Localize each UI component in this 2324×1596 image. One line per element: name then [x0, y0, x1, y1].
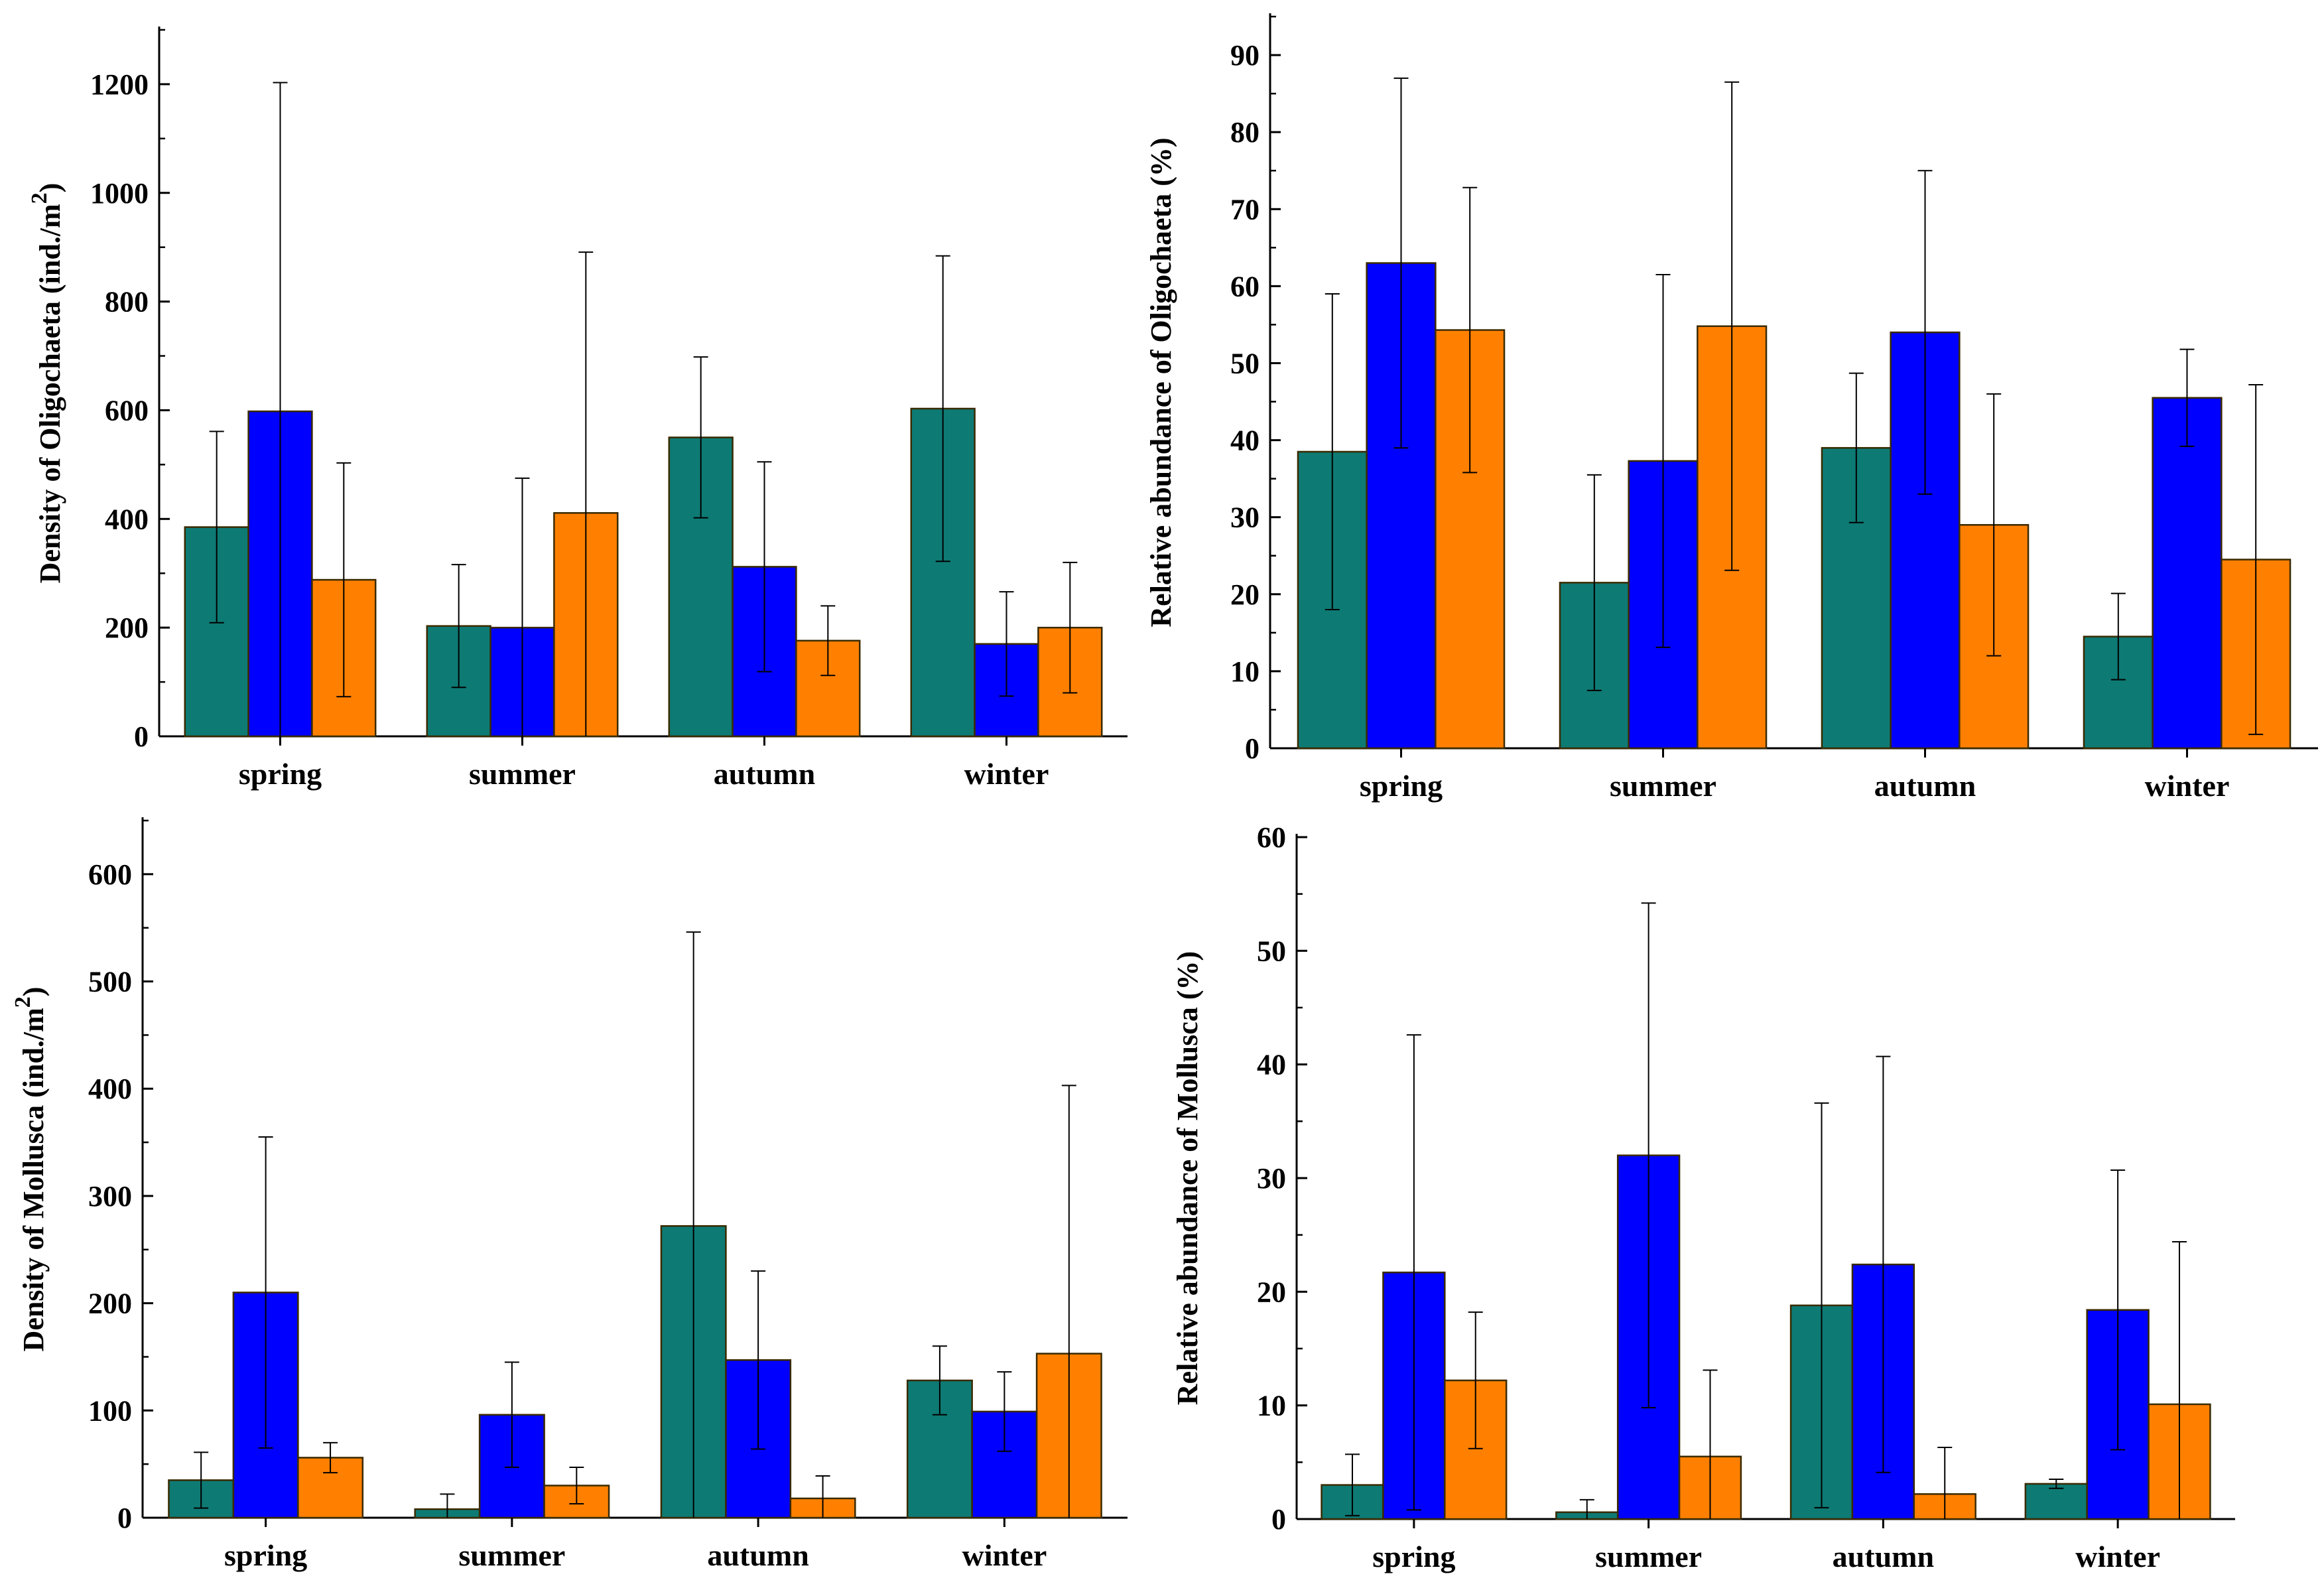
y-axis-title-text: Density of Mollusca (ind./m	[17, 1008, 50, 1351]
x-category-label-spring: spring	[1360, 769, 1443, 803]
y-axis-title: Density of Oligochaeta (ind./m2)	[27, 183, 66, 584]
y-axis-title-close: )	[34, 183, 66, 193]
panel-mollusca-density: 0 100 200 300 400 500 600 spring summer autumn win…	[11, 817, 1128, 1572]
y-tick-label: 30	[1230, 501, 1259, 534]
y-tick-label: 1000	[90, 177, 149, 210]
y-tick-label: 40	[1230, 425, 1259, 457]
y-axis-title-superscript: 2	[27, 192, 52, 204]
y-tick-label: 70	[1230, 193, 1259, 226]
y-tick-label: 30	[1257, 1162, 1286, 1195]
y-tick-label: 1200	[90, 68, 149, 101]
y-tick-label: 40	[1257, 1049, 1286, 1081]
y-tick-label: 90	[1230, 39, 1259, 72]
bar-series-1-winter	[2024, 1483, 2088, 1520]
y-tick-label: 300	[88, 1180, 132, 1213]
y-tick-label: 400	[88, 1073, 132, 1105]
y-tick-label: 0	[1245, 732, 1259, 765]
bar-series-3-spring	[1435, 329, 1506, 750]
y-tick-label: 60	[1257, 821, 1286, 854]
y-tick-label: 600	[88, 858, 132, 891]
x-category-label-summer: summer	[469, 757, 576, 791]
x-category-label-spring: spring	[224, 1538, 307, 1572]
y-tick-label: 200	[105, 612, 149, 644]
y-axis-title-text: Density of Oligochaeta (ind./m	[34, 204, 66, 583]
bar-series-1-winter	[906, 1379, 973, 1519]
y-tick-label: 0	[1271, 1503, 1286, 1536]
y-tick-label: 0	[134, 720, 149, 753]
panel-oligochaeta-density: 0 200 400 600 800 1000 1200 spring summer autumn w…	[27, 27, 1128, 791]
y-tick-label: 20	[1257, 1276, 1286, 1308]
y-tick-label: 60	[1230, 270, 1259, 302]
x-category-label-autumn: autumn	[714, 757, 815, 791]
x-category-label-summer: summer	[458, 1538, 565, 1572]
y-axis-title-close: )	[17, 987, 50, 997]
y-tick-label: 800	[105, 286, 149, 318]
y-tick-label: 400	[105, 503, 149, 535]
y-tick-label: 0	[117, 1502, 132, 1534]
y-tick-label: 20	[1230, 578, 1259, 611]
y-tick-label: 100	[88, 1394, 132, 1427]
panel-mollusca-relative-abundance: 0 10 20 30 40 50 60 spring summer autumn winter Rel…	[1171, 821, 2235, 1573]
y-axis-title: Density of Mollusca (ind./m2)	[11, 987, 50, 1352]
y-tick-label: 600	[105, 394, 149, 427]
y-axis-title: Relative abundance of Mollusca (%)	[1171, 951, 1204, 1405]
y-axis-title-text: Relative abundance of Oligochaeta (%)	[1145, 137, 1177, 627]
x-category-label-autumn: autumn	[707, 1538, 808, 1572]
x-category-label-winter: winter	[2145, 769, 2230, 803]
bar-series-2-winter	[2152, 397, 2223, 750]
x-category-label-summer: summer	[1595, 1540, 1702, 1573]
x-category-label-autumn: autumn	[1874, 769, 1976, 803]
x-category-label-winter: winter	[962, 1538, 1047, 1572]
y-axis-title-text: Relative abundance of Mollusca (%)	[1171, 951, 1204, 1405]
x-category-label-spring: spring	[1372, 1540, 1455, 1573]
y-tick-label: 10	[1257, 1390, 1286, 1422]
y-axis-title-superscript: 2	[11, 996, 35, 1008]
panel-oligochaeta-relative-abundance: 0 10 20 30 40 50 60 70 80 90 spring summer autumn win…	[1145, 13, 2318, 803]
x-category-label-winter: winter	[2075, 1540, 2160, 1573]
y-tick-label: 80	[1230, 116, 1259, 149]
y-tick-label: 500	[88, 966, 132, 998]
x-category-label-summer: summer	[1610, 769, 1716, 803]
bar-series-1-spring	[184, 526, 249, 738]
x-category-label-autumn: autumn	[1833, 1540, 1934, 1573]
y-tick-label: 200	[88, 1288, 132, 1320]
y-axis-title: Relative abundance of Oligochaeta (%)	[1145, 137, 1177, 627]
x-category-label-winter: winter	[964, 757, 1049, 791]
y-tick-label: 10	[1230, 655, 1259, 688]
x-category-label-spring: spring	[239, 757, 322, 791]
y-tick-label: 50	[1230, 347, 1259, 379]
y-tick-label: 50	[1257, 935, 1286, 967]
